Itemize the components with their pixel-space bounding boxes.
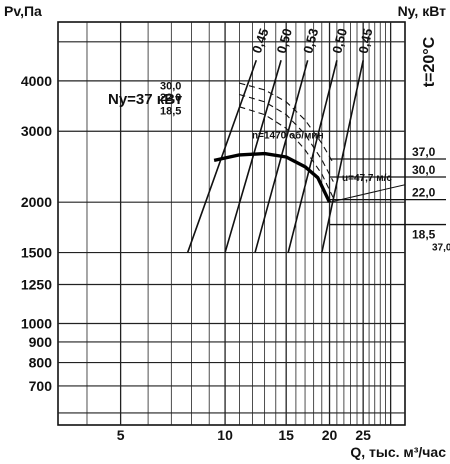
- power-line-label: 22,0: [412, 186, 436, 200]
- x-tick-label: 20: [322, 427, 338, 443]
- y-tick-label: 1000: [21, 316, 52, 332]
- plot-frame: [57, 21, 406, 426]
- x-tick-label: 15: [278, 427, 294, 443]
- y-tick-label: 900: [29, 334, 53, 350]
- speed-label: n=1470 об/мин: [252, 129, 324, 141]
- efficiency-label: 0,53: [300, 27, 321, 55]
- x-tick-label: 10: [217, 427, 233, 443]
- velocity-leader: [329, 184, 406, 203]
- y-tick-label: 2000: [21, 194, 52, 210]
- power-line-label: 18,5: [412, 228, 436, 242]
- characteristic-curve: [213, 151, 332, 203]
- efficiency-label: 0,45: [355, 27, 375, 55]
- power-line-label: 30,0: [412, 163, 436, 177]
- power-curve-label: 22,0: [160, 92, 181, 104]
- power-curve-label: 18,5: [160, 105, 181, 117]
- power-label: Ny=37 кВт: [108, 91, 182, 108]
- y-tick-label: 1250: [21, 276, 52, 292]
- power-curve-label: 30,0: [160, 80, 181, 92]
- efficiency-label: 0,50: [329, 27, 350, 55]
- y-tick-label: 3000: [21, 123, 52, 139]
- power-line-label: 37,0: [412, 145, 436, 159]
- y-tick-label: 700: [29, 378, 53, 394]
- velocity-label: u=47,7 м/с: [342, 173, 392, 184]
- y-tick-label: 800: [29, 355, 53, 371]
- efficiency-line: [186, 60, 258, 253]
- power-line-label-extra: 37,0: [432, 243, 450, 254]
- dashed-power-curve: [239, 106, 334, 199]
- y-tick-label: 1500: [21, 245, 52, 261]
- x-axis-label: Q, тыс. м³/час: [350, 444, 446, 460]
- dashed-power-curve: [239, 82, 334, 164]
- y-axis-label: Pv,Па: [4, 3, 42, 19]
- efficiency-line: [321, 60, 364, 253]
- y-tick-label: 4000: [21, 73, 52, 89]
- efficiency-line: [224, 60, 282, 253]
- efficiency-line: [287, 60, 338, 253]
- y-axis-label-right: Ny, кВт: [398, 3, 447, 19]
- dashed-power-curve: [239, 93, 334, 182]
- efficiency-label: 0,50: [274, 27, 295, 55]
- x-tick-label: 25: [355, 427, 371, 443]
- temperature-label: t=20°C: [421, 36, 438, 87]
- x-tick-label: 5: [117, 427, 125, 443]
